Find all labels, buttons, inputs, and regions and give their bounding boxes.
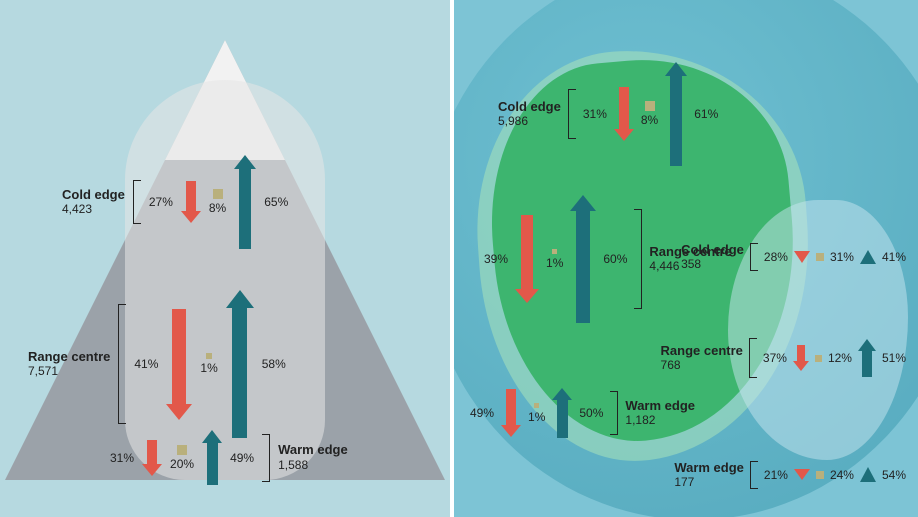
- stable-icon: [206, 353, 212, 359]
- ocean-cold-group: Cold edge 358 28% 31% 41%: [681, 243, 906, 271]
- ocean-warm-up-pct: 54%: [882, 468, 906, 482]
- up-arrow-icon: [860, 467, 876, 482]
- ocean-cold-down-pct: 28%: [764, 250, 788, 264]
- up-arrow-icon: [234, 155, 256, 249]
- mtn-cold-stable-pct: 8%: [209, 201, 226, 215]
- bracket-icon: [262, 434, 270, 482]
- land-centre-down-pct: 39%: [484, 252, 508, 266]
- ocean-cold-stable-pct: 31%: [830, 250, 854, 264]
- land-warm-count: 1,182: [625, 413, 695, 427]
- ocean-warm-down-pct: 21%: [764, 468, 788, 482]
- ocean-centre-stable-pct: 12%: [828, 351, 852, 365]
- mtn-cold-up-pct: 65%: [264, 195, 288, 209]
- mtn-warm-up-pct: 49%: [230, 451, 254, 465]
- mtn-centre-group: Range centre 7,571 41% 1% 58%: [28, 290, 286, 438]
- up-arrow-icon: [858, 339, 876, 377]
- bracket-icon: [133, 180, 141, 224]
- land-cold-up-pct: 61%: [694, 107, 718, 121]
- ocean-centre-group: Range centre 768 37% 12% 51%: [661, 338, 906, 378]
- land-warm-group: 49% 1% 50% Warm edge 1,182: [470, 388, 695, 438]
- down-arrow-icon: [501, 389, 521, 437]
- globe-panel: Cold edge 5,986 31% 8% 61% 39% 1%: [454, 0, 918, 517]
- bracket-icon: [750, 461, 758, 489]
- down-arrow-icon: [142, 440, 162, 476]
- ocean-warm-stable-pct: 24%: [830, 468, 854, 482]
- down-arrow-icon: [793, 345, 809, 371]
- mtn-centre-stable-pct: 1%: [200, 361, 217, 375]
- land-cold-group: Cold edge 5,986 31% 8% 61%: [498, 62, 718, 166]
- mtn-centre-down-pct: 41%: [134, 357, 158, 371]
- ocean-cold-count: 358: [681, 257, 744, 271]
- bracket-icon: [610, 391, 618, 435]
- ocean-centre-up-pct: 51%: [882, 351, 906, 365]
- ocean-cold-up-pct: 41%: [882, 250, 906, 264]
- ocean-centre-title: Range centre: [661, 344, 743, 358]
- bracket-icon: [750, 243, 758, 271]
- ocean-warm-group: Warm edge 177 21% 24% 54%: [674, 461, 906, 489]
- up-arrow-icon: [202, 430, 222, 485]
- down-arrow-icon: [166, 309, 192, 420]
- stable-icon: [645, 101, 655, 111]
- stable-icon: [177, 445, 187, 455]
- mtn-centre-title: Range centre: [28, 350, 110, 364]
- up-arrow-icon: [860, 250, 876, 264]
- mtn-warm-count: 1,588: [278, 458, 348, 472]
- stable-icon: [816, 471, 824, 479]
- mtn-cold-down-pct: 27%: [149, 195, 173, 209]
- mtn-warm-down-pct: 31%: [110, 451, 134, 465]
- land-cold-down-pct: 31%: [583, 107, 607, 121]
- mtn-cold-edge-group: Cold edge 4,423 27% 8% 65%: [62, 155, 288, 249]
- land-warm-down-pct: 49%: [470, 406, 494, 420]
- stable-icon: [816, 253, 824, 261]
- up-arrow-icon: [226, 290, 254, 438]
- bracket-icon: [118, 304, 126, 424]
- mtn-cold-count: 4,423: [62, 202, 125, 216]
- down-arrow-icon: [794, 251, 810, 263]
- ocean-cold-title: Cold edge: [681, 243, 744, 257]
- mtn-warm-group: 31% 20% 49% Warm edge 1,588: [110, 430, 348, 485]
- bracket-icon: [568, 89, 576, 139]
- ocean-warm-count: 177: [674, 475, 744, 489]
- stable-icon: [552, 249, 557, 254]
- down-arrow-icon: [515, 215, 539, 303]
- down-arrow-icon: [794, 469, 810, 480]
- mtn-warm-title: Warm edge: [278, 443, 348, 457]
- land-warm-stable-pct: 1%: [528, 410, 545, 424]
- up-arrow-icon: [552, 388, 572, 438]
- down-arrow-icon: [181, 181, 201, 223]
- land-warm-up-pct: 50%: [579, 406, 603, 420]
- mtn-centre-up-pct: 58%: [262, 357, 286, 371]
- bracket-icon: [634, 209, 642, 309]
- mountain-panel: Cold edge 4,423 27% 8% 65% Range centre …: [0, 0, 450, 517]
- up-arrow-icon: [570, 195, 596, 323]
- stable-icon: [534, 403, 539, 408]
- mtn-centre-count: 7,571: [28, 364, 110, 378]
- land-centre-up-pct: 60%: [603, 252, 627, 266]
- up-arrow-icon: [665, 62, 687, 166]
- mtn-warm-stable-pct: 20%: [170, 457, 194, 471]
- land-cold-stable-pct: 8%: [641, 113, 658, 127]
- land-cold-count: 5,986: [498, 114, 561, 128]
- stable-icon: [213, 189, 223, 199]
- stable-icon: [815, 355, 822, 362]
- land-warm-title: Warm edge: [625, 399, 695, 413]
- ocean-centre-count: 768: [661, 358, 743, 372]
- land-cold-title: Cold edge: [498, 100, 561, 114]
- ocean-warm-title: Warm edge: [674, 461, 744, 475]
- ocean-centre-down-pct: 37%: [763, 351, 787, 365]
- land-centre-stable-pct: 1%: [546, 256, 563, 270]
- down-arrow-icon: [614, 87, 634, 141]
- mtn-cold-title: Cold edge: [62, 188, 125, 202]
- bracket-icon: [749, 338, 757, 378]
